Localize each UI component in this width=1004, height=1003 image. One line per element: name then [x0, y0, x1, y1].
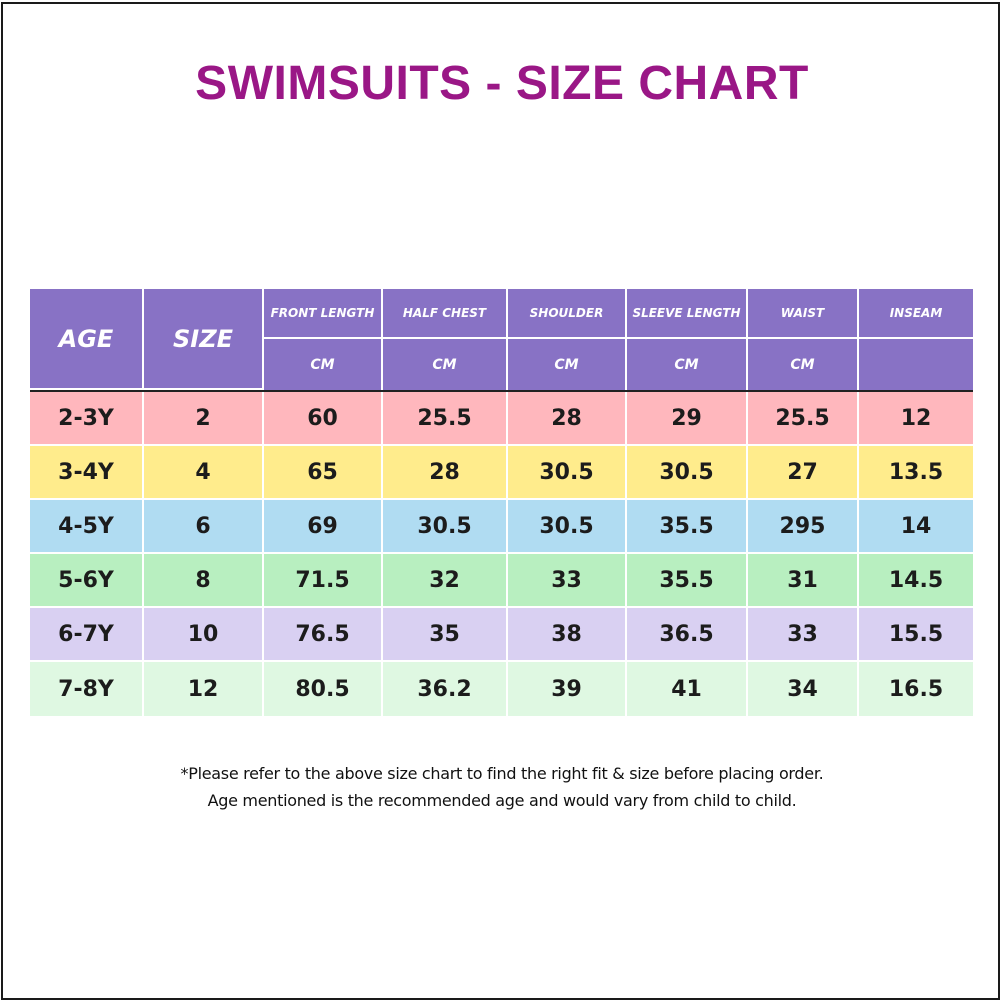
- header-half-chest-unit: CM: [383, 339, 508, 390]
- cell-half-chest: 32: [383, 554, 508, 608]
- cell-size: 10: [144, 608, 264, 662]
- cell-half-chest: 35: [383, 608, 508, 662]
- header-size: SIZE: [144, 289, 264, 390]
- header-sleeve-length: SLEEVE LENGTH CM: [627, 289, 748, 390]
- cell-shoulder: 28: [508, 392, 627, 446]
- cell-front-length: 69: [264, 500, 383, 554]
- header-age: AGE: [30, 289, 144, 390]
- cell-inseam: 12: [859, 392, 973, 446]
- cell-waist: 25.5: [748, 392, 859, 446]
- cell-shoulder: 30.5: [508, 500, 627, 554]
- table-row: 5-6Y 8 71.5 32 33 35.5 31 14.5: [30, 554, 973, 608]
- header-inseam-unit: [859, 339, 973, 390]
- size-chart-table: AGE SIZE FRONT LENGTH CM HALF CHEST CM S…: [30, 289, 973, 716]
- note-line-2: Age mentioned is the recommended age and…: [207, 791, 797, 810]
- cell-waist: 295: [748, 500, 859, 554]
- header-waist-label: WAIST: [748, 289, 859, 339]
- header-half-chest-label: HALF CHEST: [383, 289, 508, 339]
- cell-waist: 27: [748, 446, 859, 500]
- cell-shoulder: 33: [508, 554, 627, 608]
- cell-front-length: 71.5: [264, 554, 383, 608]
- header-shoulder-unit: CM: [508, 339, 627, 390]
- cell-age: 3-4Y: [30, 446, 144, 500]
- header-waist: WAIST CM: [748, 289, 859, 390]
- cell-size: 12: [144, 662, 264, 716]
- header-sleeve-length-label: SLEEVE LENGTH: [627, 289, 748, 339]
- header-inseam-label: INSEAM: [859, 289, 973, 339]
- cell-sleeve-length: 29: [627, 392, 748, 446]
- cell-waist: 31: [748, 554, 859, 608]
- cell-waist: 33: [748, 608, 859, 662]
- cell-sleeve-length: 35.5: [627, 554, 748, 608]
- header-sleeve-length-unit: CM: [627, 339, 748, 390]
- cell-half-chest: 30.5: [383, 500, 508, 554]
- header-shoulder: SHOULDER CM: [508, 289, 627, 390]
- cell-size: 6: [144, 500, 264, 554]
- table-row: 2-3Y 2 60 25.5 28 29 25.5 12: [30, 392, 973, 446]
- table-header: AGE SIZE FRONT LENGTH CM HALF CHEST CM S…: [30, 289, 973, 392]
- cell-half-chest: 28: [383, 446, 508, 500]
- header-inseam: INSEAM: [859, 289, 973, 390]
- cell-size: 4: [144, 446, 264, 500]
- table-row: 3-4Y 4 65 28 30.5 30.5 27 13.5: [30, 446, 973, 500]
- page-title: SWIMSUITS - SIZE CHART: [195, 57, 809, 110]
- cell-inseam: 13.5: [859, 446, 973, 500]
- header-half-chest: HALF CHEST CM: [383, 289, 508, 390]
- cell-inseam: 16.5: [859, 662, 973, 716]
- table-body: 2-3Y 2 60 25.5 28 29 25.5 12 3-4Y 4 65 28 30.5 30.5 27…: [30, 392, 973, 716]
- cell-age: 2-3Y: [30, 392, 144, 446]
- cell-sleeve-length: 35.5: [627, 500, 748, 554]
- cell-sleeve-length: 30.5: [627, 446, 748, 500]
- header-front-length: FRONT LENGTH CM: [264, 289, 383, 390]
- cell-size: 2: [144, 392, 264, 446]
- cell-front-length: 76.5: [264, 608, 383, 662]
- cell-inseam: 15.5: [859, 608, 973, 662]
- cell-front-length: 80.5: [264, 662, 383, 716]
- table-row: 6-7Y 10 76.5 35 38 36.5 33 15.5: [30, 608, 973, 662]
- header-front-length-label: FRONT LENGTH: [264, 289, 383, 339]
- cell-front-length: 65: [264, 446, 383, 500]
- cell-half-chest: 36.2: [383, 662, 508, 716]
- header-front-length-unit: CM: [264, 339, 383, 390]
- cell-shoulder: 39: [508, 662, 627, 716]
- cell-front-length: 60: [264, 392, 383, 446]
- header-shoulder-label: SHOULDER: [508, 289, 627, 339]
- cell-age: 6-7Y: [30, 608, 144, 662]
- cell-inseam: 14: [859, 500, 973, 554]
- cell-age: 5-6Y: [30, 554, 144, 608]
- cell-inseam: 14.5: [859, 554, 973, 608]
- cell-age: 7-8Y: [30, 662, 144, 716]
- cell-sleeve-length: 36.5: [627, 608, 748, 662]
- cell-shoulder: 38: [508, 608, 627, 662]
- cell-half-chest: 25.5: [383, 392, 508, 446]
- cell-size: 8: [144, 554, 264, 608]
- cell-shoulder: 30.5: [508, 446, 627, 500]
- cell-age: 4-5Y: [30, 500, 144, 554]
- cell-waist: 34: [748, 662, 859, 716]
- header-waist-unit: CM: [748, 339, 859, 390]
- table-row: 7-8Y 12 80.5 36.2 39 41 34 16.5: [30, 662, 973, 716]
- table-row: 4-5Y 6 69 30.5 30.5 35.5 295 14: [30, 500, 973, 554]
- note-line-1: *Please refer to the above size chart to…: [180, 764, 824, 783]
- cell-sleeve-length: 41: [627, 662, 748, 716]
